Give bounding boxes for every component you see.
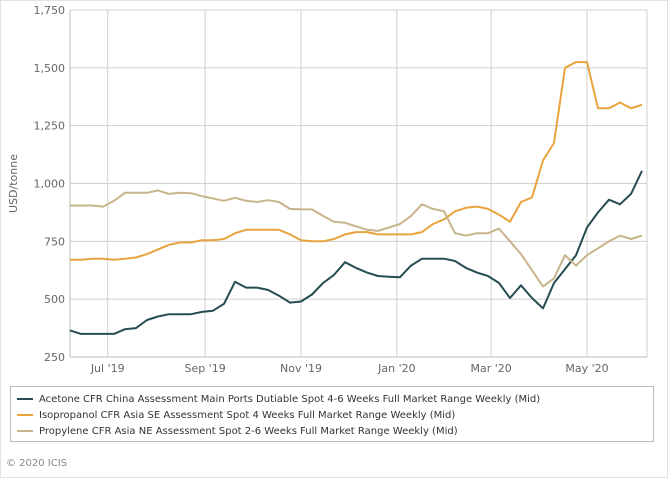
legend-swatch (17, 414, 33, 416)
series-line-0 (69, 170, 643, 335)
y-axis-label: USD/tonne (7, 154, 20, 213)
series-line-1 (70, 61, 643, 261)
y-tick-label: 500 (44, 293, 65, 306)
legend-label: Isopropanol CFR Asia SE Assessment Spot … (39, 409, 456, 421)
y-tick-label: 1,500 (34, 62, 66, 75)
legend-label: Propylene CFR Asia NE Assessment Spot 2-… (39, 425, 458, 437)
legend-label: Acetone CFR China Assessment Main Ports … (39, 393, 541, 405)
legend-swatch (17, 398, 33, 400)
legend-item-propylene[interactable]: Propylene CFR Asia NE Assessment Spot 2-… (17, 423, 647, 439)
y-tick-label: 1,750 (34, 4, 66, 17)
line-chart: 250 500 750 1,000 1,250 1,500 1,750 Jul '19 Sep … (7, 4, 648, 375)
legend-item-isopropanol[interactable]: Isopropanol CFR Asia SE Assessment Spot … (17, 407, 647, 423)
series-line-2 (70, 189, 643, 288)
x-tick-label: Mar '20 (471, 362, 512, 375)
y-tick-label: 1,000 (34, 178, 66, 191)
x-tick-label: Sep '19 (185, 362, 226, 375)
x-tick-label: May '20 (565, 362, 608, 375)
x-tick-label: Nov '19 (280, 362, 322, 375)
x-tick-label: Jul '19 (90, 362, 125, 375)
y-tick-label: 750 (44, 235, 65, 248)
legend-swatch (17, 430, 33, 432)
copyright: © 2020 ICIS (6, 458, 68, 469)
legend: Acetone CFR China Assessment Main Ports … (10, 386, 654, 442)
x-tick-label: Jan '20 (377, 362, 415, 375)
legend-item-acetone[interactable]: Acetone CFR China Assessment Main Ports … (17, 391, 647, 407)
y-tick-label: 1,250 (34, 120, 66, 133)
y-tick-label: 250 (44, 351, 65, 364)
